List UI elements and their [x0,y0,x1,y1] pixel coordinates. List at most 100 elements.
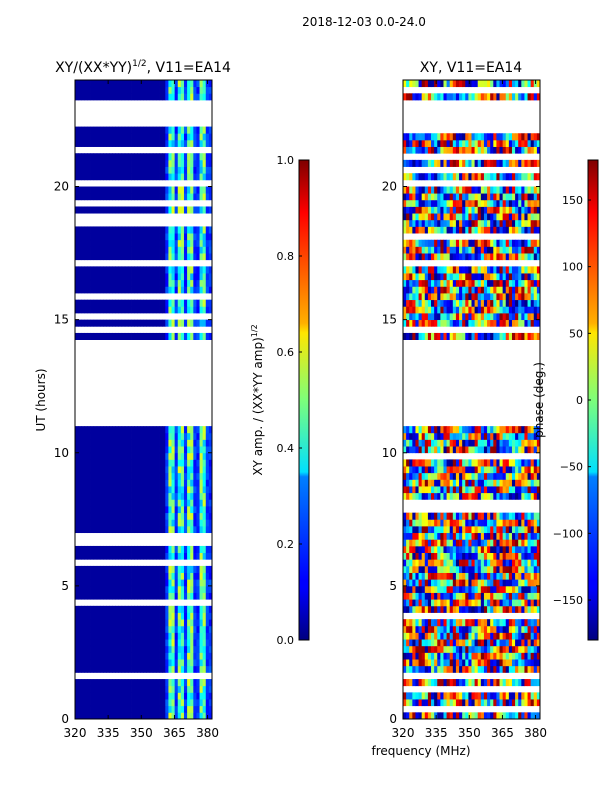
heatmap-cell [465,572,469,580]
heatmap-cell [533,692,538,700]
heatmap-cell [440,299,444,307]
heatmap-cell [483,665,488,673]
heatmap-cell [165,153,169,161]
heatmap-cell [127,332,132,340]
heatmap-cell [103,612,107,620]
heatmap-cell [127,659,132,667]
heatmap-cell [455,539,460,547]
heatmap-cell [168,452,172,460]
heatmap-cell [437,552,441,560]
heatmap-cell [477,539,482,547]
heatmap-cell [78,186,82,194]
heatmap-cell [530,446,535,454]
heatmap-cell [177,432,182,440]
heatmap-cell [168,226,172,234]
heatmap-cell [515,565,519,573]
heatmap-cell [199,193,204,201]
heatmap-cell [483,712,488,720]
heatmap-cell [159,239,163,247]
heatmap-cell [118,93,123,101]
heatmap-cell [459,439,463,447]
heatmap-cell [449,312,454,321]
heatmap-cell [196,226,200,234]
heatmap-cell [459,486,463,494]
heatmap-cell [165,592,169,600]
heatmap-cell [499,712,504,720]
heatmap-cell [134,472,138,480]
heatmap-cell [103,525,107,534]
heatmap-cell [109,659,113,667]
heatmap-cell [152,605,157,613]
heatmap-cell [96,299,101,307]
heatmap-cell [499,286,504,294]
heatmap-cell [75,466,79,474]
heatmap-cell [508,525,513,534]
heatmap-cell [121,685,126,693]
heatmap-cell [124,552,129,560]
heatmap-cell [427,319,432,327]
heatmap-cell [449,479,454,487]
heatmap-cell [499,312,504,321]
heatmap-cell [168,699,172,707]
heatmap-cell [427,565,432,573]
heatmap-cell [115,166,119,174]
heatmap-cell [421,712,426,720]
heatmap-cell [162,486,166,494]
heatmap-cell [168,479,172,487]
heatmap-cell [177,193,182,201]
heatmap-cell [527,599,532,607]
heatmap-cell [137,133,141,141]
heatmap-cell [81,459,85,467]
heatmap-cell [533,286,538,294]
heatmap-cell [118,519,123,527]
heatmap-cell [109,266,113,274]
heatmap-cell [518,639,522,647]
heatmap-cell [527,605,532,613]
heatmap-cell [78,153,82,161]
heatmap-cell [190,173,194,181]
heatmap-cell [180,239,185,247]
heatmap-cell [202,153,207,161]
heatmap-cell [452,525,457,534]
heatmap-cell [412,332,416,340]
heatmap-cell [477,525,482,534]
heatmap-cell [521,286,525,294]
heatmap-cell [437,579,441,587]
heatmap-cell [530,712,535,720]
heatmap-cell [465,585,469,593]
phase-heatmap [403,80,541,720]
heatmap-cell [483,306,488,314]
heatmap-cell [471,645,476,653]
heatmap-cell [84,426,88,434]
heatmap-cell [137,545,141,553]
heatmap-cell [208,466,213,474]
heatmap-cell [171,332,176,340]
heatmap-cell [159,173,163,181]
heatmap-cell [84,692,88,700]
heatmap-cell [96,619,101,627]
heatmap-cell [127,712,132,720]
heatmap-cell [81,499,85,507]
heatmap-cell [87,479,91,487]
heatmap-cell [499,552,504,560]
heatmap-cell [140,279,144,287]
heatmap-cell [96,565,101,573]
heatmap-cell [490,679,494,687]
heatmap-cell [190,605,194,613]
heatmap-cell [149,452,154,460]
heatmap-cell [183,266,188,274]
heatmap-cell [518,599,522,607]
heatmap-cell [155,705,160,713]
heatmap-cell [202,93,207,101]
heatmap-cell [137,226,141,234]
heatmap-cell [115,605,119,613]
heatmap-cell [159,685,163,693]
heatmap-cell [112,233,116,241]
heatmap-cell [487,645,491,653]
heatmap-cell [455,605,460,613]
heatmap-cell [109,273,113,281]
heatmap-cell [505,332,510,340]
heatmap-cell [421,472,426,480]
heatmap-cell [81,193,85,201]
heatmap-cell [424,565,429,573]
